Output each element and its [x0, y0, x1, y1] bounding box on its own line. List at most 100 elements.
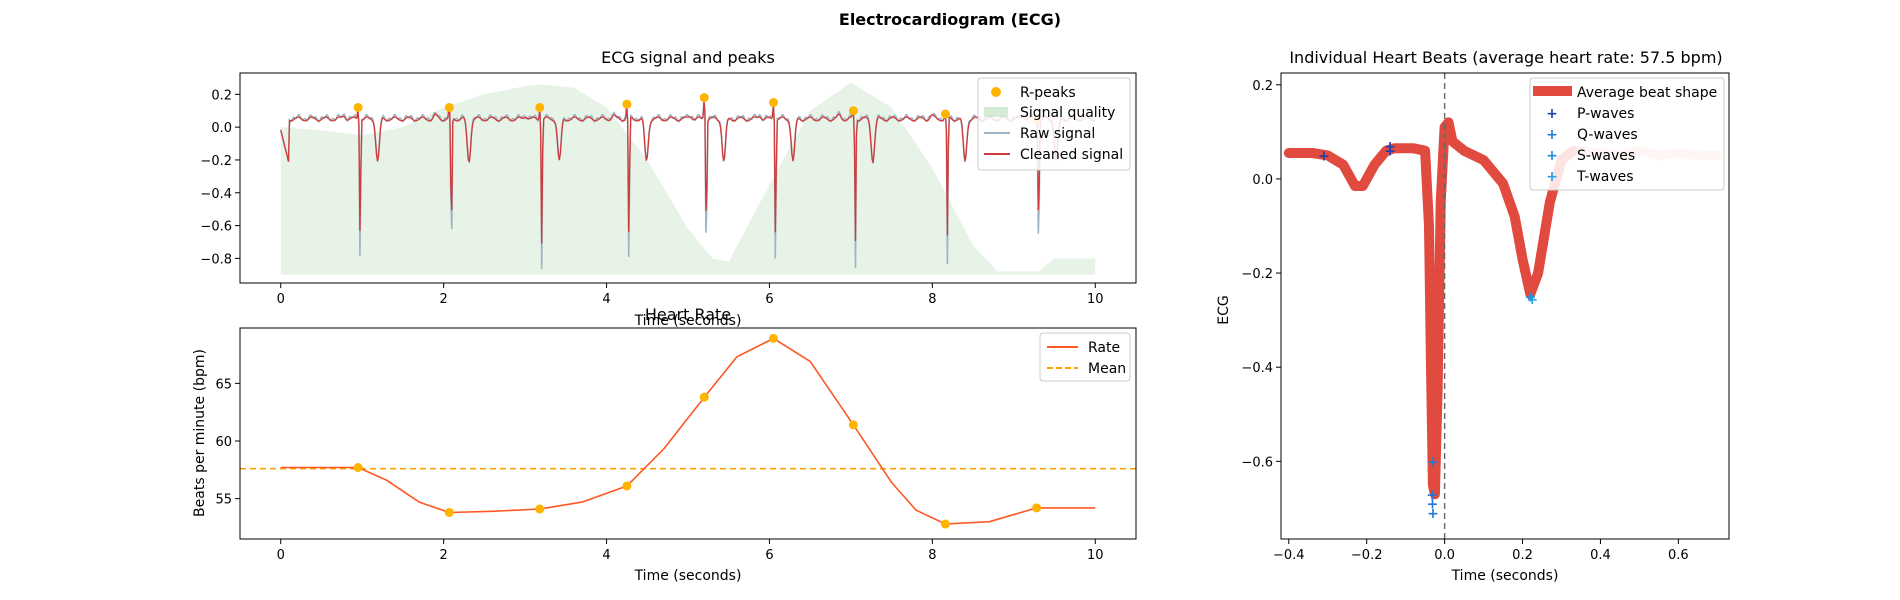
x-tick-label: 4 [602, 292, 610, 307]
rate-y-axis-label: Beats per minute (bpm) [192, 349, 208, 517]
legend-label-cleaned: Cleaned signal [1020, 147, 1123, 163]
x-tick-label: 0.2 [1512, 548, 1533, 563]
rate-point [1032, 503, 1042, 513]
x-tick-label: 6 [765, 548, 773, 563]
x-tick-label: 2 [439, 548, 447, 563]
rate-x-axis-label: Time (seconds) [634, 568, 742, 584]
rate-legend: Rate Mean [1039, 332, 1131, 382]
q-wave-marker: + [1427, 497, 1439, 513]
p-wave-marker: + [1384, 139, 1396, 155]
beats-x-ticks: −0.4 −0.2 0.0 0.2 0.4 0.6 [1273, 539, 1689, 563]
legend-label-t: T-waves [1576, 169, 1634, 185]
legend-label-q: Q-waves [1577, 127, 1638, 143]
legend-marker-quality [984, 107, 1008, 117]
rate-point [353, 463, 363, 473]
x-tick-label: 0 [277, 548, 285, 563]
r-peak-point [769, 98, 779, 108]
legend-marker-p: + [1546, 106, 1558, 122]
r-peak-point [535, 102, 545, 112]
ecg-x-axis-label: Time (seconds) [634, 313, 742, 329]
ecg-axes-frame [239, 72, 1137, 284]
y-tick-label: −0.6 [1241, 455, 1273, 470]
legend-label-average: Average beat shape [1577, 85, 1717, 101]
average-beat-line [1283, 117, 1579, 500]
r-peak-point [699, 93, 709, 103]
x-tick-label: −0.2 [1351, 548, 1383, 563]
ecg-signal-chart: ECG signal and peaks 0 2 4 6 8 10 0.2 0.0 −0.2 −… [200, 48, 1137, 329]
q-wave-marker: + [1427, 506, 1439, 522]
legend-marker-s: + [1546, 148, 1558, 164]
beats-legend: Average beat shape + P-waves + Q-waves +… [1529, 77, 1725, 191]
r-peak-point [444, 102, 454, 112]
y-tick-label: 55 [215, 493, 232, 508]
y-tick-label: 0.2 [1252, 79, 1273, 94]
figure-suptitle: Electrocardiogram (ECG) [839, 10, 1061, 29]
q-wave-marker: + [1426, 487, 1438, 503]
beats-axes-frame [1280, 72, 1730, 540]
legend-marker-rpeaks [991, 87, 1001, 97]
x-tick-label: −0.4 [1273, 548, 1305, 563]
p-wave-marker: + [1318, 148, 1330, 164]
y-tick-label: 0.2 [211, 88, 232, 103]
beats-chart-title: Individual Heart Beats (average heart ra… [1289, 48, 1722, 67]
x-tick-label: 0.0 [1434, 548, 1455, 563]
x-tick-label: 8 [928, 292, 936, 307]
heart-beats-chart: Individual Heart Beats (average heart ra… [1216, 48, 1730, 584]
x-tick-label: 10 [1087, 292, 1104, 307]
y-tick-label: −0.4 [200, 187, 232, 202]
rate-axes-frame [239, 327, 1137, 540]
legend-label-mean: Mean [1088, 361, 1126, 377]
r-peak-point [940, 109, 950, 119]
beats-legend-box [1529, 77, 1725, 191]
y-tick-label: 0.0 [211, 121, 232, 136]
q-wave-marker: + [1427, 454, 1439, 470]
legend-marker-q: + [1546, 127, 1558, 143]
legend-label-rate: Rate [1088, 340, 1120, 356]
rate-point [699, 392, 709, 402]
signal-quality-area [280, 82, 1096, 275]
x-tick-label: 6 [765, 292, 773, 307]
legend-marker-t: + [1546, 169, 1558, 185]
ecg-x-ticks: 0 2 4 6 8 10 [277, 283, 1104, 307]
y-tick-label: 60 [215, 435, 232, 450]
x-tick-label: 8 [928, 548, 936, 563]
x-tick-label: 0.4 [1590, 548, 1611, 563]
ecg-y-ticks: 0.2 0.0 −0.2 −0.4 −0.6 −0.8 [200, 88, 240, 267]
y-tick-label: −0.6 [200, 220, 232, 235]
y-tick-label: 65 [215, 377, 232, 392]
p-wave-marker: + [1384, 144, 1396, 160]
rate-point [769, 333, 779, 343]
rate-legend-box [1039, 332, 1131, 382]
ecg-legend-box [977, 77, 1131, 171]
legend-label-quality: Signal quality [1020, 105, 1115, 121]
y-tick-label: 0.0 [1252, 173, 1273, 188]
rate-point [848, 420, 858, 430]
r-peak-point [622, 99, 632, 109]
beats-y-axis-label: ECG [1216, 295, 1232, 324]
legend-label-s: S-waves [1577, 148, 1635, 164]
s-wave-marker: + [1524, 290, 1536, 306]
rate-point [444, 507, 454, 517]
r-peak-point [848, 106, 858, 116]
x-tick-label: 2 [439, 292, 447, 307]
rate-x-ticks: 0 2 4 6 8 10 [277, 539, 1104, 563]
rate-chart-title: Heart Rate [645, 305, 731, 324]
rate-point [622, 481, 632, 491]
y-tick-label: −0.4 [1241, 361, 1273, 376]
y-tick-label: −0.8 [200, 252, 232, 267]
x-tick-label: 4 [602, 548, 610, 563]
beats-x-axis-label: Time (seconds) [1451, 568, 1559, 584]
rate-plot-area [240, 333, 1136, 529]
r-peak-point [353, 102, 363, 112]
ecg-legend: R-peaks Signal quality Raw signal Cleane… [977, 77, 1131, 171]
rate-y-ticks: 55 60 65 [215, 377, 240, 508]
legend-label-raw: Raw signal [1020, 126, 1095, 142]
rate-line [280, 337, 1096, 525]
ecg-chart-title: ECG signal and peaks [601, 48, 775, 67]
legend-label-rpeaks: R-peaks [1020, 85, 1076, 101]
legend-label-p: P-waves [1577, 106, 1634, 122]
x-tick-label: 0 [277, 292, 285, 307]
heart-rate-chart: Heart Rate 0 2 4 6 8 10 55 60 65 Time (seconds)… [192, 305, 1137, 584]
y-tick-label: −0.2 [1241, 267, 1273, 282]
